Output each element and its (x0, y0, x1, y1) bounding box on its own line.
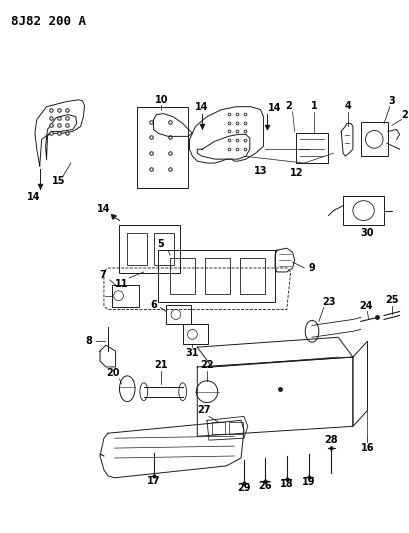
Text: 13: 13 (253, 166, 267, 176)
Text: 9: 9 (308, 263, 315, 273)
Text: 15: 15 (52, 176, 66, 186)
Text: 6: 6 (150, 300, 157, 310)
Text: 11: 11 (115, 279, 128, 289)
Text: 22: 22 (200, 360, 213, 370)
Text: 2: 2 (400, 110, 407, 119)
Bar (182, 325, 207, 344)
Text: 21: 21 (154, 360, 168, 370)
Text: 3: 3 (387, 96, 394, 106)
Bar (360, 122, 387, 156)
Bar (158, 250, 274, 302)
Text: 14: 14 (27, 192, 40, 201)
Text: 26: 26 (258, 481, 272, 491)
Text: 10: 10 (154, 95, 168, 105)
Bar (137, 107, 187, 188)
Text: 18: 18 (279, 479, 293, 489)
Text: 5: 5 (157, 239, 163, 249)
Text: 7: 7 (99, 270, 106, 280)
Text: 31: 31 (185, 348, 199, 358)
Bar (154, 233, 173, 265)
Text: 25: 25 (384, 295, 398, 305)
Text: 14: 14 (97, 204, 110, 214)
Text: 14: 14 (267, 103, 281, 112)
Bar (211, 422, 225, 434)
Text: 28: 28 (324, 435, 337, 445)
Text: 4: 4 (344, 101, 351, 111)
Text: 19: 19 (302, 477, 315, 487)
Text: 1: 1 (310, 101, 317, 111)
Text: 30: 30 (360, 228, 373, 238)
Text: 24: 24 (358, 301, 371, 311)
Bar (204, 258, 230, 294)
Text: 8: 8 (85, 336, 92, 346)
Bar (170, 258, 195, 294)
Text: 2: 2 (285, 101, 291, 111)
Bar (166, 304, 191, 325)
Bar (342, 196, 383, 225)
Text: 23: 23 (321, 297, 335, 306)
Bar (229, 422, 243, 434)
Text: 12: 12 (289, 168, 303, 178)
Bar (111, 285, 139, 306)
Text: 17: 17 (146, 476, 160, 486)
Text: 29: 29 (237, 483, 250, 492)
Text: 27: 27 (197, 406, 210, 416)
Bar (296, 133, 327, 163)
Text: 16: 16 (360, 443, 373, 453)
Bar (127, 233, 146, 265)
Text: 20: 20 (106, 368, 119, 378)
Bar (240, 258, 265, 294)
Bar (119, 225, 179, 273)
Text: 14: 14 (195, 102, 209, 112)
Text: 8J82 200 A: 8J82 200 A (11, 14, 85, 28)
